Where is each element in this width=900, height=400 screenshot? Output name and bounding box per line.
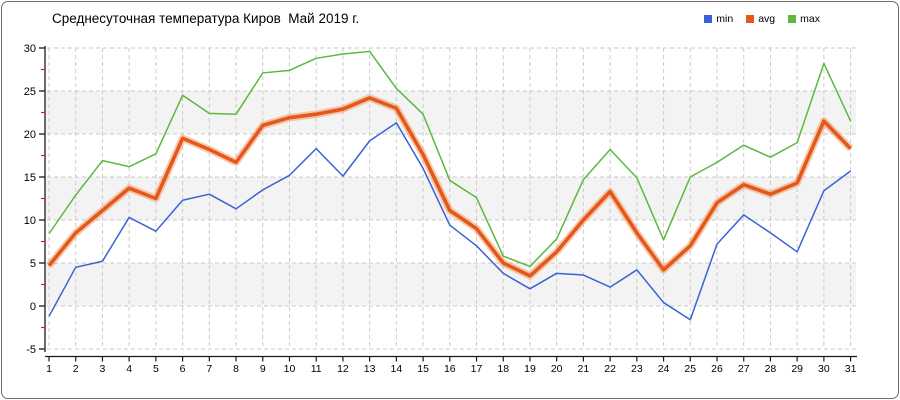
y-tick-label: 5 bbox=[30, 258, 36, 270]
y-tick-label: 25 bbox=[24, 86, 36, 98]
x-tick-label: 25 bbox=[684, 363, 696, 375]
legend-label-max: max bbox=[800, 13, 820, 25]
legend-label-min: min bbox=[716, 13, 734, 25]
chart-legend: min avg max bbox=[704, 13, 820, 25]
x-tick-label: 20 bbox=[551, 363, 563, 375]
x-tick-label: 2 bbox=[73, 363, 79, 375]
y-tick-label: 10 bbox=[24, 215, 36, 227]
x-tick-label: 27 bbox=[738, 363, 750, 375]
x-tick-label: 9 bbox=[260, 363, 266, 375]
legend-item-max: max bbox=[788, 13, 820, 25]
avg-line bbox=[47, 96, 852, 278]
y-tick-label: 0 bbox=[30, 301, 36, 313]
legend-swatch-avg bbox=[746, 15, 755, 23]
x-tick-label: 10 bbox=[284, 363, 296, 375]
legend-swatch-min bbox=[704, 15, 713, 23]
x-tick-label: 17 bbox=[471, 363, 483, 375]
x-tick-label: 26 bbox=[711, 363, 723, 375]
y-tick-label: 15 bbox=[24, 172, 36, 184]
x-tick-label: 31 bbox=[845, 363, 857, 375]
x-tick-label: 13 bbox=[364, 363, 376, 375]
x-tick-label: 30 bbox=[818, 363, 830, 375]
x-tick-label: 15 bbox=[417, 363, 429, 375]
x-tick-label: 22 bbox=[604, 363, 616, 375]
x-tick-label: 4 bbox=[126, 363, 132, 375]
x-tick-label: 18 bbox=[497, 363, 509, 375]
x-tick-label: 8 bbox=[233, 363, 239, 375]
legend-label-avg: avg bbox=[758, 13, 776, 25]
y-tick-label: 30 bbox=[24, 43, 36, 55]
x-tick-label: 28 bbox=[765, 363, 777, 375]
x-tick-label: 29 bbox=[791, 363, 803, 375]
x-tick-label: 1 bbox=[46, 363, 52, 375]
x-tick-label: 19 bbox=[524, 363, 536, 375]
legend-swatch-max bbox=[788, 15, 797, 23]
x-tick-label: 11 bbox=[311, 363, 322, 375]
min-line bbox=[48, 122, 852, 321]
max-line bbox=[48, 50, 852, 268]
y-tick-label: -5 bbox=[26, 344, 36, 356]
x-tick-label: 7 bbox=[206, 363, 212, 375]
x-tick-label: 3 bbox=[100, 363, 106, 375]
legend-item-avg: avg bbox=[746, 13, 775, 25]
x-tick-label: 14 bbox=[391, 363, 403, 375]
chart-title: Среднесуточная температура Киров Май 201… bbox=[52, 11, 360, 26]
legend-item-min: min bbox=[704, 13, 733, 25]
x-tick-label: 21 bbox=[578, 363, 590, 375]
x-tick-label: 12 bbox=[337, 363, 349, 375]
x-tick-label: 23 bbox=[631, 363, 643, 375]
x-tick-label: 24 bbox=[658, 363, 670, 375]
y-tick-label: 20 bbox=[24, 129, 36, 141]
plot-band bbox=[46, 263, 856, 306]
x-tick-label: 16 bbox=[444, 363, 456, 375]
x-tick-label: 6 bbox=[180, 363, 186, 375]
x-tick-label: 5 bbox=[153, 363, 159, 375]
